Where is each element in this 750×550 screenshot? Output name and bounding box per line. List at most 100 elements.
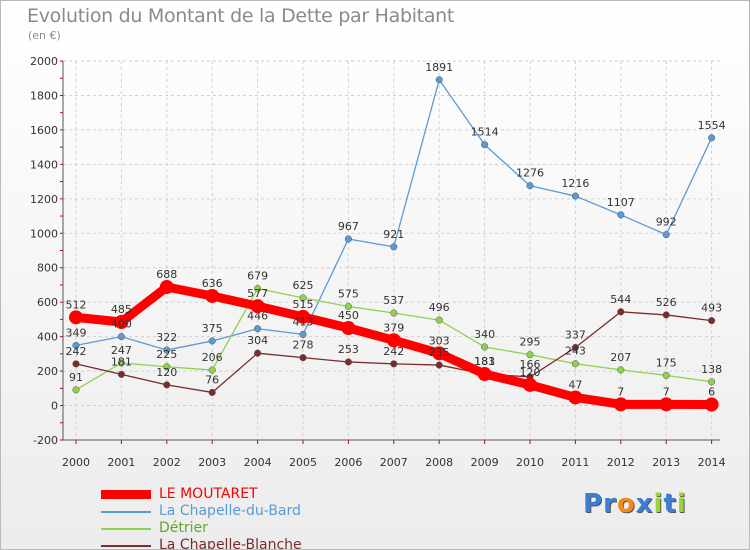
data-point bbox=[72, 341, 80, 349]
data-point bbox=[299, 294, 307, 302]
data-point bbox=[114, 314, 129, 329]
data-point bbox=[613, 397, 628, 412]
data-label: 446 bbox=[247, 310, 268, 323]
data-label: 181 bbox=[474, 355, 495, 368]
data-point bbox=[390, 243, 398, 251]
legend-swatch bbox=[101, 510, 151, 513]
data-point bbox=[568, 390, 583, 405]
axes bbox=[60, 60, 720, 444]
data-label: 295 bbox=[520, 336, 541, 349]
data-point bbox=[299, 330, 307, 338]
data-label: 7 bbox=[663, 385, 670, 398]
x-tick-label: 2004 bbox=[244, 456, 272, 469]
data-point bbox=[662, 231, 670, 239]
data-label: 181 bbox=[111, 355, 132, 368]
y-tick-label: 1200 bbox=[30, 193, 58, 206]
logo-letter: P bbox=[583, 489, 604, 519]
logo-letter: x bbox=[635, 489, 654, 519]
legend-label: Détrier bbox=[159, 520, 208, 536]
data-label: 512 bbox=[66, 298, 87, 311]
data-point bbox=[617, 366, 625, 374]
data-point bbox=[208, 388, 216, 397]
data-point bbox=[477, 367, 492, 382]
data-point bbox=[72, 386, 80, 394]
data-label: 400 bbox=[111, 318, 132, 331]
data-point bbox=[571, 360, 579, 368]
data-point bbox=[299, 354, 307, 362]
data-point bbox=[386, 333, 401, 348]
logo-letter: o bbox=[616, 489, 636, 519]
data-label: 493 bbox=[701, 302, 722, 315]
y-tick-label: 2000 bbox=[30, 55, 58, 68]
data-label: 235 bbox=[429, 346, 450, 359]
data-label: 679 bbox=[247, 270, 268, 283]
data-point bbox=[435, 361, 443, 369]
data-point bbox=[254, 325, 262, 333]
data-label: 303 bbox=[429, 334, 450, 347]
data-point bbox=[662, 311, 670, 319]
y-tick-label: 800 bbox=[37, 262, 58, 275]
legend-swatch bbox=[101, 544, 151, 547]
data-label: 515 bbox=[293, 298, 314, 311]
y-tick-label: 600 bbox=[37, 296, 58, 309]
data-point bbox=[254, 349, 262, 357]
x-tick-label: 2010 bbox=[516, 456, 544, 469]
data-point bbox=[117, 333, 125, 341]
x-tick-label: 2005 bbox=[289, 456, 317, 469]
logo-letter: t bbox=[663, 489, 677, 519]
data-label: 992 bbox=[656, 216, 677, 229]
data-label: 537 bbox=[383, 294, 404, 307]
x-tick-label: 2013 bbox=[652, 456, 680, 469]
data-point bbox=[72, 360, 80, 368]
data-label: 76 bbox=[205, 373, 219, 386]
legend-item: La Chapelle-Blanche bbox=[101, 537, 302, 550]
x-tick-label: 2009 bbox=[471, 456, 499, 469]
x-tick-label: 2006 bbox=[334, 456, 362, 469]
data-point bbox=[390, 360, 398, 368]
legend-label: La Chapelle-Blanche bbox=[159, 537, 302, 550]
data-point bbox=[432, 346, 447, 361]
data-point bbox=[69, 310, 83, 325]
data-label: 138 bbox=[701, 363, 722, 376]
x-tick-label: 2007 bbox=[380, 456, 408, 469]
data-point bbox=[526, 182, 534, 190]
data-label: 625 bbox=[293, 279, 314, 292]
x-tick-label: 2003 bbox=[198, 456, 226, 469]
data-label: 91 bbox=[69, 371, 83, 384]
data-label: 496 bbox=[429, 301, 450, 314]
x-tick-label: 2001 bbox=[107, 456, 135, 469]
y-tick-label: 1000 bbox=[30, 227, 58, 240]
data-point bbox=[344, 235, 352, 243]
y-tick-label: 1400 bbox=[30, 158, 58, 171]
data-label: 921 bbox=[383, 228, 404, 241]
data-point bbox=[704, 397, 719, 412]
data-label: 120 bbox=[156, 366, 177, 379]
data-label: 6 bbox=[708, 386, 715, 399]
data-label: 47 bbox=[568, 378, 582, 391]
chart-subtitle: (en €) bbox=[28, 29, 61, 42]
data-point bbox=[344, 302, 352, 311]
data-point bbox=[481, 343, 489, 351]
data-label: 450 bbox=[338, 309, 359, 322]
data-point bbox=[250, 299, 265, 314]
data-point bbox=[523, 377, 537, 392]
legend-item: La Chapelle-du-Bard bbox=[101, 503, 302, 520]
data-label: 544 bbox=[610, 293, 631, 306]
x-tick-label: 2000 bbox=[62, 456, 90, 469]
data-label: 485 bbox=[111, 303, 132, 316]
data-point bbox=[435, 76, 443, 84]
chart-title: Evolution du Montant de la Dette par Hab… bbox=[27, 5, 455, 27]
legend: LE MOUTARET La Chapelle-du-Bard Détrier La … bbox=[101, 486, 302, 550]
data-label: 413 bbox=[293, 315, 314, 328]
data-point bbox=[344, 358, 352, 366]
data-label: 175 bbox=[656, 356, 677, 369]
data-point bbox=[205, 288, 220, 303]
data-point bbox=[163, 363, 171, 371]
data-label: 349 bbox=[66, 326, 87, 339]
data-label: 636 bbox=[202, 277, 223, 290]
data-label: 242 bbox=[66, 345, 87, 358]
data-point bbox=[481, 141, 489, 149]
data-label: 247 bbox=[111, 344, 132, 357]
data-label: 253 bbox=[338, 343, 359, 356]
data-label: 1216 bbox=[561, 177, 589, 190]
